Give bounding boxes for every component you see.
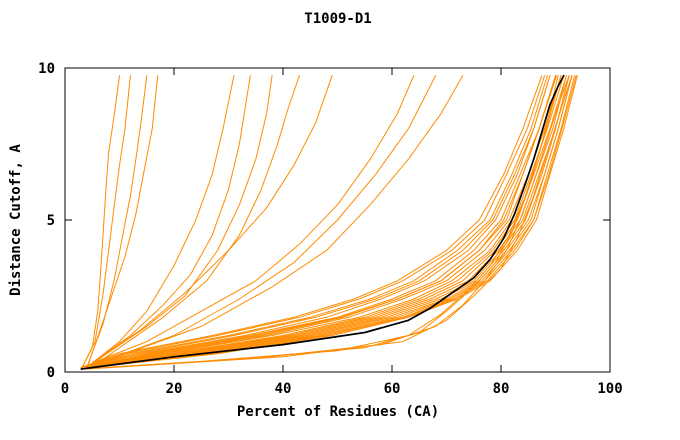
prediction-curve bbox=[86, 75, 567, 368]
prediction-curve bbox=[91, 75, 577, 368]
prediction-curve bbox=[80, 75, 548, 368]
prediction-curve bbox=[80, 75, 546, 368]
prediction-curve bbox=[91, 75, 235, 364]
x-tick-label: 0 bbox=[61, 381, 69, 397]
prediction-curve bbox=[86, 75, 565, 368]
x-tick-label: 40 bbox=[275, 381, 292, 397]
x-tick-label: 80 bbox=[493, 381, 510, 397]
prediction-curve bbox=[86, 75, 556, 368]
x-axis-label: Percent of Residues (CA) bbox=[236, 404, 440, 420]
prediction-curve bbox=[86, 75, 570, 368]
y-tick-label: 10 bbox=[38, 61, 55, 77]
prediction-curve bbox=[80, 75, 543, 368]
prediction-curve bbox=[80, 75, 131, 370]
prediction-curve bbox=[91, 75, 578, 368]
y-tick-label: 5 bbox=[47, 213, 55, 229]
prediction-curve bbox=[108, 75, 464, 361]
prediction-curve bbox=[91, 75, 333, 364]
prediction-curve bbox=[97, 75, 273, 361]
y-tick-label: 0 bbox=[47, 365, 55, 381]
prediction-curve bbox=[91, 75, 251, 364]
prediction-curve bbox=[97, 75, 437, 364]
prediction-curve bbox=[80, 75, 570, 370]
x-tick-label: 100 bbox=[597, 381, 622, 397]
prediction-curve bbox=[86, 75, 558, 368]
prediction-curve bbox=[97, 75, 300, 364]
prediction-curve bbox=[86, 75, 562, 368]
prediction-curve bbox=[80, 75, 120, 370]
prediction-curve bbox=[91, 75, 415, 364]
prediction-curve bbox=[86, 75, 562, 368]
prediction-curve bbox=[80, 75, 559, 370]
x-tick-label: 20 bbox=[166, 381, 183, 397]
prediction-curve bbox=[80, 75, 551, 368]
prediction-curve bbox=[80, 75, 551, 368]
chart-title: T1009-D1 bbox=[304, 11, 372, 27]
prediction-curve bbox=[86, 75, 573, 370]
prediction-curve bbox=[91, 75, 573, 368]
prediction-curve bbox=[86, 75, 159, 370]
reference-curve bbox=[80, 74, 565, 370]
x-tick-label: 60 bbox=[384, 381, 401, 397]
